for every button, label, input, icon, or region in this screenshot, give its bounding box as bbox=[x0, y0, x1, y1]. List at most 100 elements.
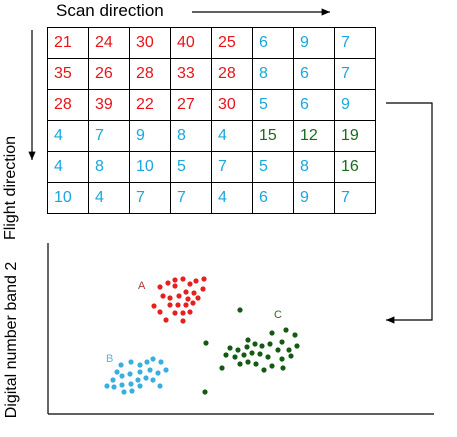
cluster-a-point bbox=[200, 286, 206, 292]
grid-cell: 7 bbox=[88, 120, 130, 152]
cluster-b-point bbox=[119, 382, 125, 388]
grid-cell: 19 bbox=[334, 120, 376, 152]
cluster-b-point bbox=[135, 377, 141, 383]
cluster-c-point bbox=[245, 337, 251, 343]
grid-cell: 30 bbox=[129, 27, 171, 59]
grid-cell: 7 bbox=[129, 182, 171, 214]
cluster-a-point bbox=[193, 278, 199, 284]
cluster-a-point bbox=[180, 310, 186, 316]
cluster-b-point bbox=[129, 388, 135, 394]
cluster-c-point bbox=[294, 343, 300, 349]
cluster-c-point bbox=[275, 347, 281, 353]
scan-direction-label: Scan direction bbox=[56, 1, 164, 20]
cluster-c-point bbox=[257, 351, 263, 357]
grid-cell: 22 bbox=[129, 89, 171, 121]
cluster-b-point bbox=[127, 371, 133, 377]
pixel-grid: 21 24 30 40 25 6 9 7 35 26 28 33 28 8 6 7 28 39 22 27 30 5 6 9 4… bbox=[47, 27, 376, 214]
cluster-b-point bbox=[110, 377, 116, 383]
cluster-a-point bbox=[175, 302, 181, 308]
cluster-b-point bbox=[118, 362, 124, 368]
cluster-c-point bbox=[249, 350, 255, 356]
grid-cell: 4 bbox=[211, 182, 253, 214]
cluster-c-point bbox=[279, 356, 285, 362]
grid-cell: 9 bbox=[293, 182, 335, 214]
cluster-a-point bbox=[172, 277, 178, 283]
grid-cell: 5 bbox=[252, 151, 294, 183]
grid-cell: 7 bbox=[334, 58, 376, 90]
cluster-b-point bbox=[128, 359, 134, 365]
cluster-a-point bbox=[151, 303, 157, 309]
cluster-c-point bbox=[267, 341, 273, 347]
cluster-c-point bbox=[223, 352, 229, 358]
cluster-a-point bbox=[176, 293, 182, 299]
grid-cell: 35 bbox=[47, 58, 89, 90]
cluster-b-point bbox=[147, 367, 153, 373]
cluster-c-point bbox=[283, 327, 289, 333]
cluster-c-point bbox=[232, 354, 238, 360]
cluster-b-point bbox=[150, 356, 156, 362]
cluster-c-point bbox=[219, 365, 225, 371]
cluster-b-point bbox=[104, 383, 110, 389]
cluster-a-point bbox=[157, 309, 163, 315]
cluster-b-point bbox=[163, 367, 169, 373]
cluster-c-point bbox=[244, 344, 250, 350]
cluster-c-point bbox=[288, 353, 294, 359]
cluster-c-point bbox=[245, 359, 251, 365]
cluster-b-point bbox=[119, 373, 125, 379]
cluster-a-point bbox=[183, 289, 189, 295]
grid-row: 35 26 28 33 28 8 6 7 bbox=[47, 58, 376, 90]
cluster-c-point bbox=[265, 354, 271, 360]
grid-row: 4 8 10 5 7 5 8 16 bbox=[47, 151, 376, 183]
grid-cell: 6 bbox=[293, 89, 335, 121]
cluster-b-point bbox=[150, 377, 156, 383]
cluster-b-point bbox=[137, 362, 143, 368]
grid-row: 10 4 7 7 4 6 9 7 bbox=[47, 182, 376, 214]
grid-cell: 9 bbox=[293, 27, 335, 59]
cluster-a-point bbox=[172, 310, 178, 316]
cluster-a-point bbox=[183, 302, 189, 308]
cluster-a-point bbox=[187, 281, 193, 287]
grid-row: 21 24 30 40 25 6 9 7 bbox=[47, 27, 376, 59]
cluster-a-point bbox=[163, 317, 169, 323]
grid-cell: 16 bbox=[334, 151, 376, 183]
cluster-c-point bbox=[227, 345, 233, 351]
cluster-a-point bbox=[172, 283, 178, 289]
cluster-c-point bbox=[253, 361, 259, 367]
cluster-c-label: C bbox=[274, 309, 282, 321]
grid-cell: 6 bbox=[252, 182, 294, 214]
grid-row: 28 39 22 27 30 5 6 9 bbox=[47, 89, 376, 121]
grid-cell: 9 bbox=[334, 89, 376, 121]
cluster-c-point bbox=[237, 361, 243, 367]
grid-cell: 24 bbox=[88, 27, 130, 59]
cluster-a-point bbox=[157, 284, 163, 290]
cluster-c-point bbox=[261, 367, 267, 373]
cluster-c-point bbox=[292, 332, 298, 338]
grid-cell: 28 bbox=[129, 58, 171, 90]
cluster-c-point bbox=[235, 347, 241, 353]
grid-cell: 8 bbox=[252, 58, 294, 90]
cluster-b-point bbox=[111, 384, 117, 390]
cluster-b-label: B bbox=[106, 353, 113, 365]
scatter-points bbox=[104, 276, 300, 395]
cluster-b-point bbox=[143, 375, 149, 381]
grid-cell: 7 bbox=[334, 27, 376, 59]
cluster-c-point bbox=[279, 339, 285, 345]
cluster-c-point bbox=[280, 365, 286, 371]
cluster-c-point bbox=[241, 352, 247, 358]
cluster-b-point bbox=[144, 359, 150, 365]
cluster-a-point bbox=[201, 276, 207, 282]
cluster-b-point bbox=[158, 359, 164, 365]
cluster-b-point bbox=[137, 383, 143, 389]
cluster-c-point bbox=[269, 330, 275, 336]
grid-cell: 30 bbox=[211, 89, 253, 121]
cluster-a-point bbox=[160, 293, 166, 299]
cluster-c-point bbox=[202, 389, 208, 395]
cluster-a-point bbox=[185, 296, 191, 302]
cluster-b-point bbox=[114, 369, 120, 375]
cluster-a-point bbox=[187, 309, 193, 315]
cluster-c-point bbox=[252, 341, 258, 347]
cluster-a-point bbox=[195, 295, 201, 301]
cluster-c-point bbox=[286, 347, 292, 353]
grid-cell: 28 bbox=[47, 89, 89, 121]
